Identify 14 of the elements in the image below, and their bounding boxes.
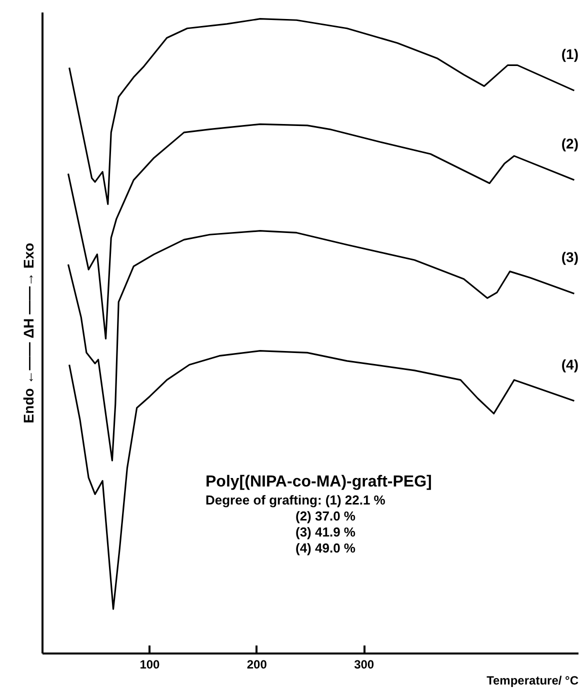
series-label: (3)	[561, 249, 579, 266]
y-axis-title: Endo ←—— ΔH ——→ Exo	[20, 242, 36, 424]
annotation: (4) 49.0 %	[296, 540, 356, 556]
annotation: (2) 37.0 %	[296, 508, 356, 524]
x-axis-title: Temperature/ °C	[486, 674, 579, 688]
annotation: Degree of grafting: (1) 22.1 %	[206, 492, 386, 508]
series-label: (4)	[561, 356, 579, 372]
x-tick-label: 300	[354, 658, 374, 672]
annotation: (3) 41.9 %	[296, 524, 356, 540]
series-label: (2)	[561, 135, 579, 152]
annotation: Poly[(NIPA-co-MA)-graft-PEG]	[206, 474, 432, 490]
x-tick-label: 200	[246, 658, 268, 672]
series-label: (1)	[561, 46, 579, 62]
x-tick-label: 100	[140, 658, 160, 672]
